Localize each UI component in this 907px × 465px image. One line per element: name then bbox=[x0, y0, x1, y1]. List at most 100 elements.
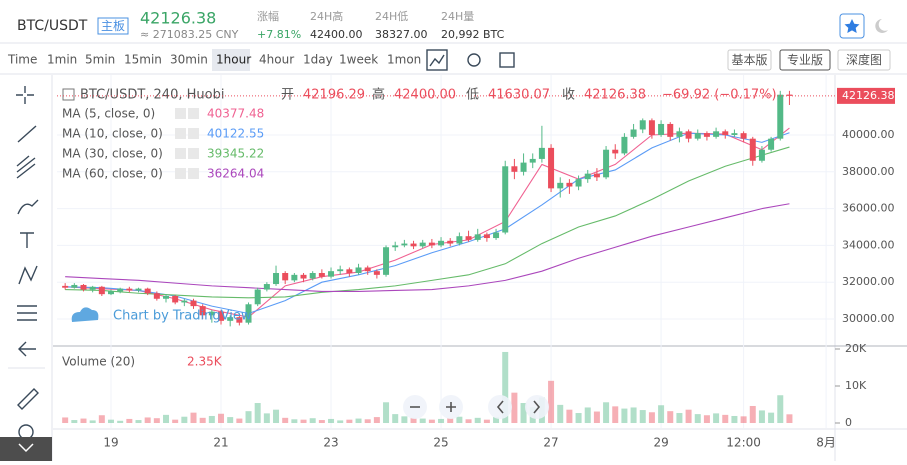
stat-label: 涨幅 bbox=[257, 10, 279, 23]
volume-bar bbox=[612, 406, 619, 424]
trend-line-tool[interactable] bbox=[17, 125, 37, 143]
interval[interactable]: 4hour bbox=[259, 53, 294, 67]
scroll-right[interactable] bbox=[525, 395, 549, 419]
chevron bbox=[18, 443, 34, 453]
volume-bar bbox=[474, 417, 481, 424]
theme-toggle[interactable] bbox=[875, 19, 888, 33]
volume-bar bbox=[749, 405, 756, 424]
candle-body bbox=[621, 136, 628, 154]
header: BTC/USDT 主板 42126.38 ≈ 271083.25 CNY bbox=[0, 9, 907, 44]
collapse-button[interactable] bbox=[0, 437, 52, 461]
measure-tool[interactable] bbox=[17, 305, 37, 321]
ohlc-label: 开 bbox=[281, 88, 294, 103]
volume-bar bbox=[648, 412, 655, 424]
last-price: 42126.38 bbox=[842, 89, 895, 102]
scroll-left[interactable] bbox=[488, 395, 512, 419]
interval[interactable]: 1week bbox=[339, 53, 378, 67]
candle-body bbox=[364, 267, 371, 272]
candle-body bbox=[144, 288, 151, 294]
interval[interactable]: 15min bbox=[124, 53, 162, 67]
candle-body bbox=[557, 182, 564, 189]
volume-bar bbox=[667, 411, 674, 424]
candle-body bbox=[483, 234, 490, 239]
candle-body bbox=[153, 293, 160, 299]
settings-button[interactable] bbox=[467, 53, 481, 67]
volume-bar bbox=[575, 413, 582, 424]
ruler-tool[interactable] bbox=[17, 388, 39, 410]
candle-body bbox=[575, 179, 582, 187]
candle-body bbox=[245, 304, 252, 323]
ma-remove[interactable] bbox=[188, 148, 199, 159]
text-tool[interactable] bbox=[20, 232, 34, 248]
view-button[interactable] bbox=[779, 49, 831, 71]
candle-body bbox=[126, 288, 133, 291]
active-interval-bg bbox=[212, 49, 250, 71]
x-tick-label: 29 bbox=[653, 436, 668, 450]
candle-body bbox=[777, 94, 784, 139]
interval[interactable]: 1hour bbox=[216, 53, 251, 67]
candle-body bbox=[612, 149, 619, 154]
volume-bar bbox=[447, 418, 454, 424]
candle-body bbox=[89, 286, 96, 290]
candle-body bbox=[135, 288, 142, 291]
collapse-legend[interactable] bbox=[62, 88, 75, 101]
volume-bar bbox=[428, 419, 435, 424]
y-tick-label: 20K bbox=[845, 342, 867, 355]
ma-remove[interactable] bbox=[188, 128, 199, 139]
volume-bar bbox=[566, 409, 573, 424]
candle-body bbox=[80, 284, 87, 290]
view-button[interactable] bbox=[727, 49, 772, 71]
ma-settings[interactable] bbox=[175, 148, 186, 159]
volume-bar bbox=[236, 418, 243, 424]
watermark: Chart by TradingView bbox=[113, 309, 252, 324]
fib-tool[interactable] bbox=[16, 155, 36, 179]
candle-body bbox=[355, 267, 362, 274]
ohlc-label: 高 bbox=[372, 87, 385, 103]
ma-name: MA (10, close, 0) bbox=[62, 127, 163, 141]
volume-bar bbox=[346, 419, 353, 424]
candle-body bbox=[263, 284, 270, 290]
crosshair-tool[interactable] bbox=[16, 86, 34, 104]
interval[interactable]: 5min bbox=[85, 53, 115, 67]
volume-bar bbox=[639, 410, 646, 424]
volume-bar bbox=[126, 418, 133, 424]
volume-bar bbox=[383, 402, 390, 424]
interval: Time bbox=[7, 53, 37, 67]
interval[interactable]: 30min bbox=[170, 53, 208, 67]
volume-bar bbox=[190, 412, 197, 424]
x-tick-label: 8月 bbox=[816, 436, 836, 450]
volume-bar bbox=[107, 419, 114, 424]
volume-bar bbox=[282, 417, 289, 424]
candle-body bbox=[199, 306, 206, 316]
back-button[interactable] bbox=[18, 341, 36, 357]
ma-settings[interactable] bbox=[175, 108, 186, 119]
candle-body bbox=[254, 289, 261, 305]
interval[interactable]: 1min bbox=[47, 53, 77, 67]
y-tick-label: 30000.00 bbox=[842, 312, 895, 325]
candle-body bbox=[529, 158, 536, 163]
volume-bar bbox=[593, 411, 600, 424]
y-tick-label: 40000.00 bbox=[842, 128, 895, 141]
volume-bar bbox=[603, 402, 610, 424]
ma-settings[interactable] bbox=[175, 128, 186, 139]
volume-bar bbox=[89, 420, 96, 424]
brush-tool[interactable] bbox=[17, 199, 39, 215]
ma-settings[interactable] bbox=[175, 168, 186, 179]
ma-remove[interactable] bbox=[188, 108, 199, 119]
pattern-tool[interactable] bbox=[18, 265, 38, 285]
volume-bar bbox=[621, 408, 628, 424]
candle-body bbox=[511, 166, 518, 172]
ma-remove[interactable] bbox=[188, 168, 199, 179]
volume-bar bbox=[254, 403, 261, 424]
interval[interactable]: 1day bbox=[303, 53, 333, 67]
view-button[interactable] bbox=[837, 49, 891, 71]
cny-price: ≈ 271083.25 CNY bbox=[140, 28, 239, 41]
fullscreen-button[interactable] bbox=[499, 52, 515, 68]
chart-style-icon bbox=[429, 54, 445, 67]
drawing-toolbar bbox=[0, 75, 53, 461]
ma-value: 36264.04 bbox=[207, 167, 264, 181]
volume-bar bbox=[163, 414, 170, 424]
chart-style-button[interactable] bbox=[426, 49, 448, 71]
interval[interactable]: 1mon bbox=[387, 53, 421, 67]
